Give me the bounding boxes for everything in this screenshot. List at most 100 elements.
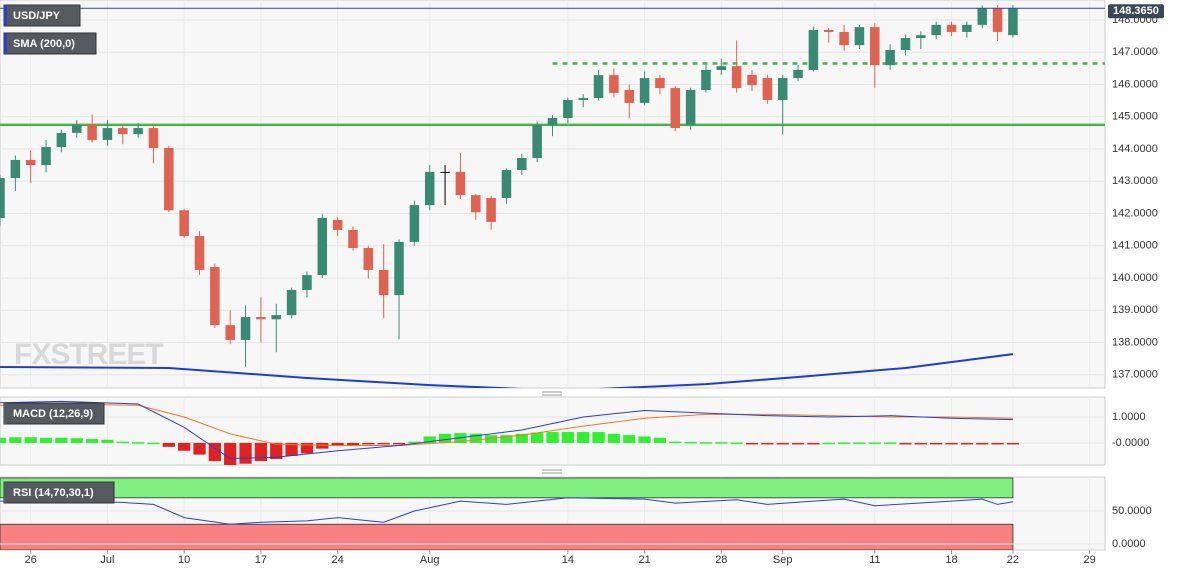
x-tick-label: Sep (773, 554, 793, 566)
macd-bar (408, 441, 421, 444)
macd-bar (837, 442, 851, 444)
y-tick-label: 146.0000 (1112, 78, 1158, 90)
y-tick-label: 147.0000 (1112, 46, 1158, 58)
legend-accent (4, 482, 7, 503)
macd-bar (101, 439, 114, 443)
candle-body (854, 27, 865, 46)
candle-body (363, 248, 374, 270)
macd-bar (884, 442, 897, 444)
macd-plot (0, 397, 1105, 465)
overbought-zone (0, 477, 1014, 499)
candle-body (424, 171, 435, 206)
candle-body (762, 78, 773, 100)
legend-label: SMA (200,0) (13, 38, 75, 50)
macd-bar (561, 432, 574, 443)
candle-body (302, 275, 312, 290)
sma-line (0, 353, 1014, 388)
macd-bar (607, 433, 621, 443)
legend-accent (4, 5, 7, 26)
candle-body (747, 74, 757, 86)
macd-bar (500, 435, 513, 443)
candle-body (870, 27, 880, 66)
y-tick-label: 144.0000 (1112, 143, 1158, 155)
candle-body (210, 267, 220, 326)
macd-bar (484, 435, 498, 443)
candle-body (977, 8, 987, 25)
candle-body (946, 24, 957, 32)
macd-bar (960, 442, 974, 445)
macd-bar (85, 439, 99, 443)
macd-bar (469, 433, 482, 443)
macd-bar (899, 442, 912, 445)
candle-body (10, 159, 21, 179)
candle-body (532, 125, 542, 159)
legend-accent (4, 403, 7, 424)
macd-bar (745, 442, 759, 445)
y-tick-label: 139.0000 (1112, 304, 1158, 316)
candle-body (808, 29, 819, 70)
macd-bar (208, 442, 221, 462)
candle-body (71, 124, 82, 133)
x-tick-label: 10 (178, 554, 190, 566)
candle-body (348, 229, 358, 249)
macd-bar (9, 437, 22, 443)
candle-body (716, 66, 727, 70)
macd-bar (147, 442, 160, 445)
macd-bar (592, 432, 605, 443)
macd-bar (914, 442, 927, 445)
panel-handle[interactable] (542, 469, 562, 474)
macd-bar (653, 437, 667, 443)
candle-body (655, 78, 665, 89)
candle-body (931, 24, 941, 36)
candle-body (839, 31, 849, 46)
macd-bar (623, 435, 636, 443)
macd-bar (423, 436, 436, 443)
candle-body (1008, 8, 1018, 36)
candle-body (286, 289, 297, 316)
candle-body (225, 325, 235, 340)
macd-bar (684, 441, 697, 444)
macd-bar (377, 442, 390, 445)
macd-bar (1006, 442, 1020, 445)
macd-bar (807, 442, 820, 445)
y-tick-label: 143.0000 (1112, 175, 1158, 187)
y-tick-label: 142.0000 (1112, 207, 1158, 219)
candle-body (578, 98, 588, 100)
y-tick-label: 145.0000 (1112, 111, 1158, 123)
signal-line (0, 403, 1013, 447)
x-tick-label: 26 (25, 554, 37, 566)
candle-body (793, 69, 803, 79)
macd-bar (178, 442, 191, 451)
panel-handle[interactable] (542, 391, 562, 396)
macd-bar (131, 442, 145, 444)
y-tick-label: 1.0000 (1112, 411, 1146, 423)
x-tick-label: 28 (715, 554, 727, 566)
candle-body (962, 24, 972, 32)
macd-line (0, 400, 1013, 460)
candle-body (440, 171, 450, 173)
macd-bar (346, 442, 360, 446)
y-tick-label: 0.0000 (1112, 538, 1146, 550)
macd-bar (224, 442, 237, 465)
macd-bar (70, 438, 83, 443)
candle-body (25, 159, 36, 166)
candle-body (317, 218, 328, 276)
y-tick-label: 50.0000 (1112, 505, 1152, 517)
macd-bar (669, 441, 682, 444)
candle-body (179, 210, 189, 237)
macd-bar (39, 437, 53, 443)
x-tick-label: Jul (100, 554, 114, 566)
candle-body (41, 147, 51, 166)
oversold-zone (0, 523, 1014, 550)
x-tick-label: Aug (420, 554, 440, 566)
macd-bar (300, 442, 314, 454)
candle-body (501, 169, 512, 199)
candle-body (194, 236, 205, 270)
legend-label: RSI (14,70,30,1) (13, 487, 94, 499)
macd-bar (0, 437, 7, 443)
candle-body (256, 317, 266, 320)
y-tick-label: 138.0000 (1112, 336, 1158, 348)
macd-bar (285, 442, 298, 456)
candle-body (885, 49, 895, 66)
